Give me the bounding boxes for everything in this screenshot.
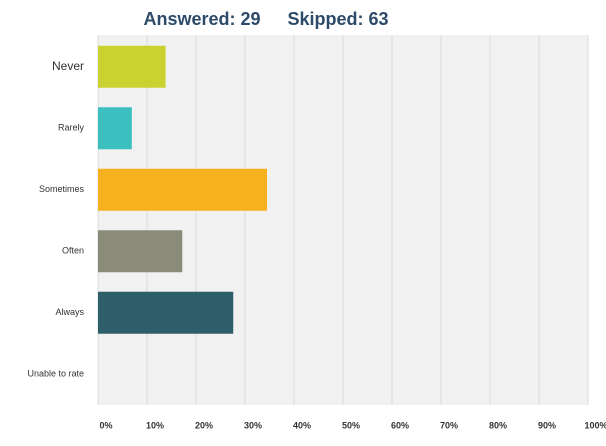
bar [98, 230, 183, 273]
bar [98, 45, 166, 88]
x-tick-label: 70% [440, 420, 458, 430]
x-tick-label: 10% [146, 420, 164, 430]
y-tick-label: Often [62, 246, 84, 256]
x-tick-label: 40% [293, 420, 311, 430]
y-tick-label: Never [52, 59, 84, 73]
y-tick-label: Always [55, 307, 84, 317]
skipped-count: Skipped: 63 [287, 9, 388, 29]
x-tick-label: 30% [244, 420, 262, 430]
answered-count: Answered: 29 [143, 9, 260, 29]
y-tick-label: Unable to rate [27, 369, 84, 379]
bar [98, 107, 132, 150]
bar [98, 291, 234, 334]
x-tick-label: 50% [342, 420, 360, 430]
bar [98, 168, 268, 211]
x-tick-label: 100% [584, 420, 606, 430]
x-tick-label: 0% [99, 420, 112, 430]
y-tick-label: Sometimes [39, 184, 85, 194]
x-tick-label: 90% [538, 420, 556, 430]
x-tick-label: 60% [391, 420, 409, 430]
x-tick-label: 80% [489, 420, 507, 430]
x-tick-label: 20% [195, 420, 213, 430]
y-tick-label: Rarely [58, 123, 85, 133]
